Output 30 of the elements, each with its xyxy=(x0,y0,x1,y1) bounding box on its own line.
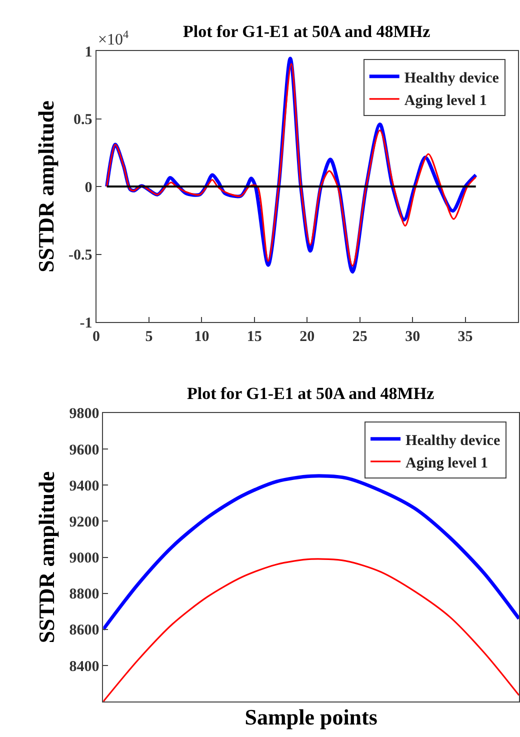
y-tick-label: 0 xyxy=(84,180,92,196)
x-tick-label: 15 xyxy=(246,329,262,346)
y-tick-label: 9000 xyxy=(69,550,100,567)
legend-label: Healthy device xyxy=(404,70,500,86)
x-tick-label: 10 xyxy=(194,329,210,346)
y-tick-label: 9200 xyxy=(69,514,100,530)
x-tick-label: 35 xyxy=(458,329,473,346)
y-tick-label: 8400 xyxy=(69,658,100,675)
y-tick-label: 9400 xyxy=(69,478,100,494)
y-tick-label: -1 xyxy=(80,315,92,332)
y-axis-title: SSTDR amplitude xyxy=(33,100,58,272)
y-tick-label: 9800 xyxy=(69,406,100,422)
x-tick-label: 30 xyxy=(405,329,420,346)
y-tick-label: 8600 xyxy=(69,622,100,639)
chart-title: Plot for G1-E1 at 50A and 48MHz xyxy=(187,384,435,403)
legend-label: Aging level 1 xyxy=(404,92,487,109)
legend-label: Aging level 1 xyxy=(406,455,488,472)
text: ×10$^{4}$ xyxy=(98,29,130,49)
y-tick-label: 0.5 xyxy=(74,112,92,128)
chart-title: Plot for G1-E1 at 50A and 48MHz xyxy=(183,22,431,41)
y-axis-title: SSTDR amplitude xyxy=(34,471,60,644)
y-tick-label: 9600 xyxy=(69,442,100,458)
x-tick-label: 25 xyxy=(352,329,368,346)
y-tick-label: 8800 xyxy=(69,586,100,603)
x-axis-title: Sample points xyxy=(244,704,378,730)
x-tick-label: 5 xyxy=(145,329,153,346)
y-tick-label: 1 xyxy=(84,44,92,60)
y-tick-label: -0.5 xyxy=(68,248,92,264)
x-tick-label: 20 xyxy=(300,329,315,346)
legend-label: Healthy device xyxy=(406,432,500,449)
